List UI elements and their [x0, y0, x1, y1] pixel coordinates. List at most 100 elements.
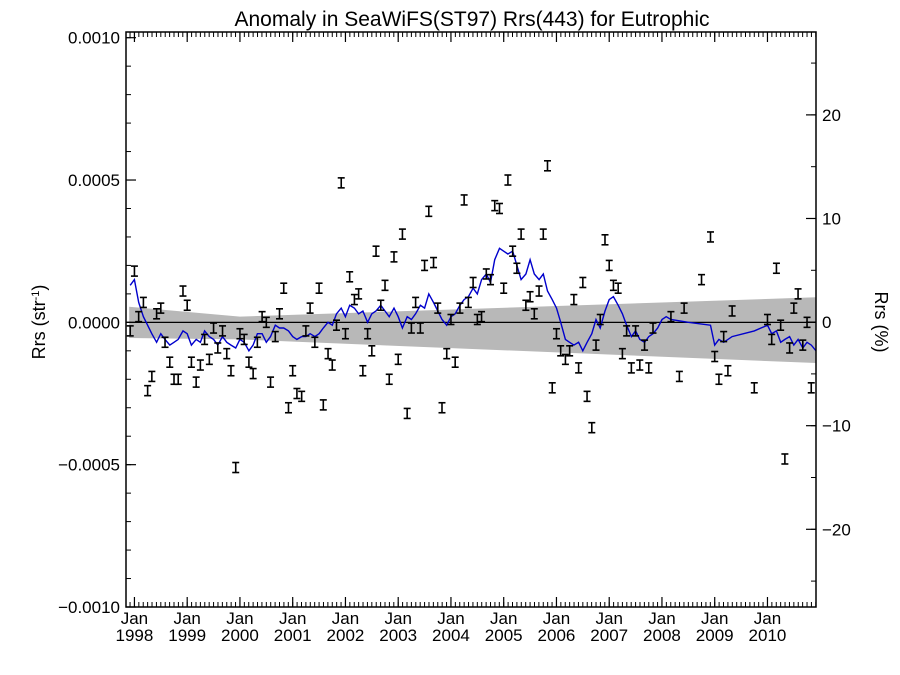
data-point: [609, 279, 617, 292]
x-tick-label-year: 1998: [116, 626, 154, 645]
data-point: [262, 316, 270, 329]
data-point: [530, 308, 538, 320]
data-point: [641, 339, 649, 351]
plot-frame: [125, 31, 817, 608]
data-point: [359, 364, 367, 377]
data-point: [596, 313, 604, 326]
x-tick-label-year: 2009: [696, 626, 734, 645]
data-point: [364, 327, 372, 340]
data-point: [196, 359, 204, 371]
data-point: [130, 265, 138, 277]
x-tick-label-month: Jan: [596, 609, 623, 628]
data-point: [276, 308, 284, 320]
data-point: [126, 325, 134, 337]
data-point: [306, 302, 314, 314]
data-point: [768, 333, 776, 346]
data-point: [385, 373, 393, 386]
data-point: [390, 251, 398, 263]
data-point: [377, 299, 385, 312]
x-tick-label-year: 2007: [590, 626, 628, 645]
data-point: [280, 282, 288, 294]
data-point: [623, 325, 631, 337]
data-point: [372, 245, 380, 257]
data-point: [245, 356, 253, 368]
data-point: [302, 325, 310, 337]
left-tick-label: −0.0005: [58, 456, 120, 475]
data-point: [412, 296, 420, 309]
data-point: [223, 347, 231, 360]
data-point: [601, 233, 609, 246]
data-point: [504, 174, 512, 186]
x-tick-label-year: 2001: [274, 626, 312, 645]
data-point: [794, 288, 802, 300]
data-point: [579, 276, 587, 289]
x-axis-ticks: Jan1998Jan1999Jan2000Jan2001Jan2002Jan20…: [116, 32, 817, 645]
right-axis-label: Rrs (%): [871, 292, 891, 353]
chart-title: Anomaly in SeaWiFS(ST97) Rrs(443) for Eu…: [235, 8, 710, 31]
data-point: [552, 327, 560, 340]
data-point: [614, 282, 622, 294]
data-point: [381, 279, 389, 292]
data-point: [675, 370, 683, 383]
x-tick-label-year: 2008: [643, 626, 681, 645]
data-point: [698, 273, 706, 286]
right-tick-label: −20: [822, 520, 851, 539]
data-point: [232, 461, 240, 474]
data-point: [153, 308, 161, 320]
x-tick-label-month: Jan: [226, 609, 253, 628]
data-point: [790, 302, 798, 314]
data-point: [219, 325, 227, 337]
data-point: [575, 362, 583, 374]
x-tick-label-year: 2010: [749, 626, 787, 645]
x-tick-label-month: Jan: [543, 609, 570, 628]
data-point: [781, 453, 789, 465]
right-tick-label: 10: [822, 209, 841, 228]
data-point: [438, 401, 446, 414]
data-point: [421, 259, 429, 272]
data-point: [645, 362, 653, 374]
x-tick-label-month: Jan: [490, 609, 517, 628]
data-point: [289, 364, 297, 377]
data-point: [469, 276, 477, 289]
data-point: [464, 296, 472, 309]
data-point: [509, 245, 517, 257]
data-point: [456, 302, 464, 314]
data-point: [513, 262, 521, 275]
smoothed-series: [129, 247, 817, 353]
data-point: [332, 319, 340, 331]
data-point: [478, 310, 486, 323]
data-point: [403, 407, 411, 420]
data-point: [240, 333, 248, 346]
data-point: [539, 228, 547, 240]
right-tick-label: 20: [822, 106, 841, 125]
data-point: [368, 345, 376, 357]
data-point: [561, 353, 569, 366]
data-point: [346, 271, 354, 283]
axes: [125, 31, 817, 608]
data-point: [451, 356, 459, 368]
left-tick-label: 0.0000: [68, 313, 120, 332]
data-point: [517, 228, 525, 240]
x-tick-label-year: 2004: [432, 626, 470, 645]
data-point: [443, 347, 451, 360]
data-point: [187, 356, 195, 368]
data-point: [583, 390, 591, 403]
data-point: [311, 336, 319, 349]
data-point: [298, 390, 306, 403]
right-axis-ticks: 20 10 0 −10 −20: [806, 62, 851, 582]
left-axis-label: Rrs (str-1): [29, 285, 49, 360]
data-point: [210, 322, 218, 334]
data-point: [706, 231, 714, 243]
data-point: [487, 273, 495, 286]
data-point: [724, 364, 732, 377]
data-point: [786, 342, 794, 354]
data-point: [319, 399, 327, 411]
data-point: [715, 373, 723, 386]
data-point: [728, 305, 736, 317]
data-point: [201, 333, 209, 346]
left-tick-label: 0.0010: [68, 29, 120, 48]
data-point: [495, 202, 503, 215]
data-point: [618, 347, 626, 360]
data-point: [447, 313, 455, 326]
